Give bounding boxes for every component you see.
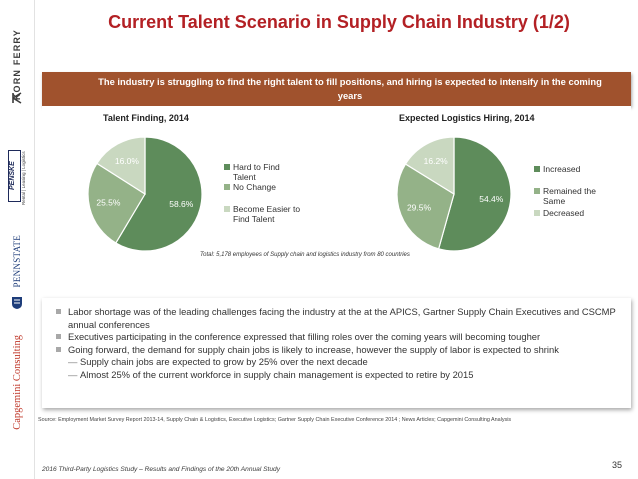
key-findings-box: Labor shortage was of the leading challe… <box>42 298 631 408</box>
penn-state-logo-text: PENNSTATE <box>12 234 22 288</box>
page-number: 35 <box>612 460 623 470</box>
legend-label: Hard to Find Talent <box>233 162 280 182</box>
bullet-square-icon <box>56 346 61 352</box>
bullet-text: Going forward, the demand for supply cha… <box>68 343 559 355</box>
source-note: Source: Employment Market Survey Report … <box>38 417 512 423</box>
legend-item-remained-same: Remained the Same <box>534 186 602 206</box>
talent-finding-slice-label-0: 58.6% <box>169 199 194 209</box>
talent-finding-slice-label-2: 16.0% <box>115 156 140 166</box>
penske-logo-text: PENSKE <box>9 161 16 191</box>
talent-finding-slice-label-1: 25.5% <box>96 198 121 208</box>
legend-item-decreased: Decreased <box>534 208 614 218</box>
legend-label: Increased <box>543 164 581 174</box>
sub-bullet-item: — Almost 25% of the current workforce in … <box>56 369 624 382</box>
legend-label: Become Easier to Find Talent <box>233 204 301 224</box>
korn-ferry-mark-icon <box>12 92 22 104</box>
page-title: Current Talent Scenario in Supply Chain … <box>108 12 570 32</box>
talent-finding-chart-title: Talent Finding, 2014 <box>103 113 189 123</box>
logistics-hiring-chart-title: Expected Logistics Hiring, 2014 <box>399 113 535 123</box>
legend-swatch <box>224 206 230 212</box>
logistics-hiring-slice-2 <box>404 136 455 196</box>
logistics-hiring-slice-label-2: 16.2% <box>424 156 449 166</box>
legend-item-increased: Increased <box>534 164 614 174</box>
bullet-square-icon <box>56 309 61 314</box>
capgemini-logo: Capgemini Consulting <box>0 322 34 442</box>
legend-swatch <box>224 184 230 190</box>
key-findings-list: Labor shortage was of the leading challe… <box>56 306 624 382</box>
legend-item-hard-to-find: Hard to Find Talent <box>224 162 299 182</box>
penn-state-logo: PENNSTATE <box>0 228 34 294</box>
logistics-hiring-slice-label-0: 54.4% <box>479 194 504 204</box>
bullet-square-icon <box>56 334 61 340</box>
key-message-text: The industry is struggling to find the r… <box>98 76 602 101</box>
logistics-hiring-pie-chart: 54.4% 29.5% 16.2% <box>396 136 512 252</box>
bullet-item: Executives participating in the conferen… <box>56 331 624 344</box>
legend-swatch <box>224 164 230 170</box>
legend-label: Decreased <box>543 208 585 218</box>
talent-finding-pie-chart: 58.6% 25.5% 16.0% <box>87 136 203 252</box>
capgemini-logo-text: Capgemini Consulting <box>11 334 23 430</box>
korn-ferry-logo-text: KORN FERRY <box>12 29 22 101</box>
logistics-hiring-slice-label-1: 29.5% <box>407 203 432 213</box>
bullet-text: Labor shortage was of the leading challe… <box>68 306 616 330</box>
sub-bullet-item: — Supply chain jobs are expected to grow … <box>56 356 624 369</box>
footer-study-title: 2016 Third-Party Logistics Study – Resul… <box>42 466 280 473</box>
penske-logo: PENSKE <box>8 150 21 202</box>
legend-swatch <box>534 188 540 194</box>
bullet-text: Supply chain jobs are expected to grow b… <box>80 356 368 368</box>
legend-label: Remained the Same <box>543 186 596 206</box>
penn-state-shield-icon <box>12 297 22 309</box>
legend-label: No Change <box>233 182 277 192</box>
dash-icon: — <box>68 368 78 380</box>
dash-icon: — <box>68 356 78 368</box>
bullet-text: Executives participating in the conferen… <box>68 331 541 343</box>
logo-strip: KORN FERRY PENSKE Rental | Leasing | Log… <box>0 0 35 479</box>
legend-item-become-easier: Become Easier to Find Talent <box>224 204 304 224</box>
chart-panel: Talent Finding, 2014 Expected Logistics … <box>42 106 631 266</box>
penske-tagline: Rental | Leasing | Logistics <box>21 151 26 205</box>
bullet-text: Almost 25% of the current workforce in s… <box>80 368 474 380</box>
legend-swatch <box>534 210 540 216</box>
legend-item-no-change: No Change <box>224 182 299 192</box>
logistics-hiring-slice-0 <box>437 136 512 252</box>
talent-finding-slice-1 <box>87 162 146 244</box>
bullet-item: Labor shortage was of the leading challe… <box>56 306 624 331</box>
korn-ferry-logo: KORN FERRY <box>0 6 34 124</box>
talent-finding-slice-2 <box>96 136 146 196</box>
bullet-item: Going forward, the demand for supply cha… <box>56 344 624 357</box>
legend-swatch <box>534 166 540 172</box>
talent-finding-slice-0 <box>115 136 203 252</box>
key-message-banner: The industry is struggling to find the r… <box>42 72 631 106</box>
chart-sample-note: Total: 5,178 employees of Supply chain a… <box>200 252 410 258</box>
